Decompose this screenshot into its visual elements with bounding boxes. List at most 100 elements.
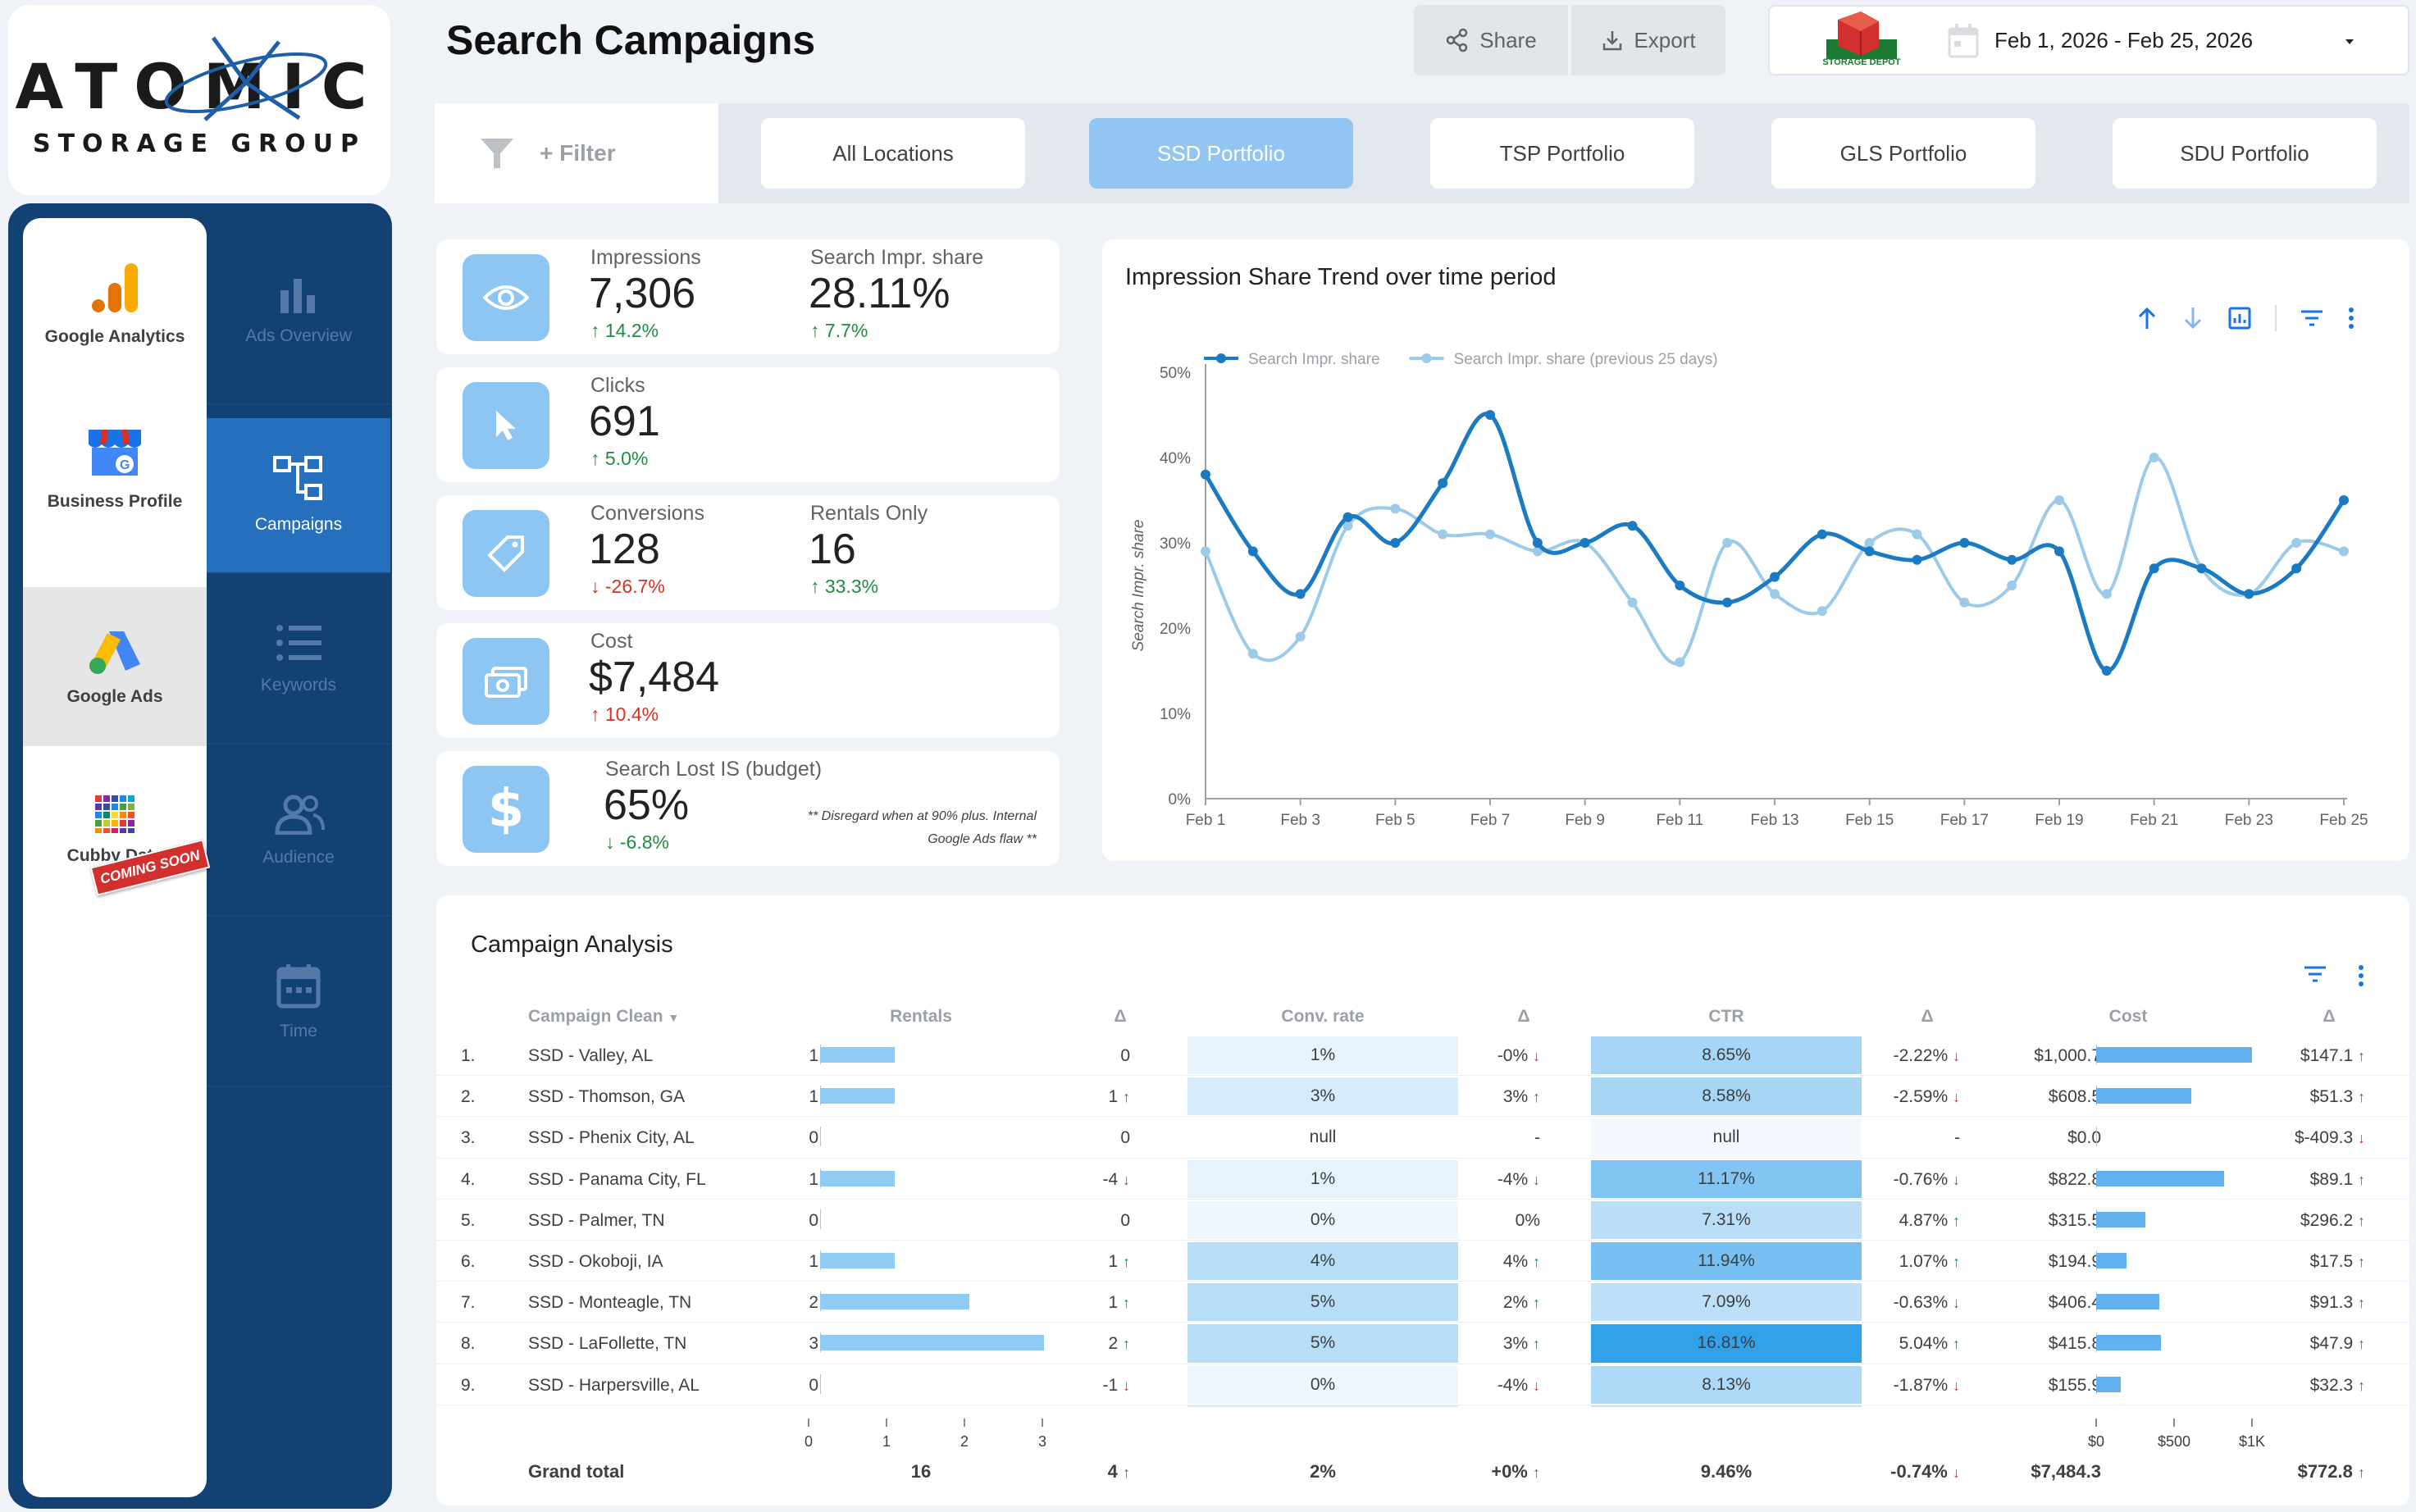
- calendar-icon: [1948, 24, 1979, 58]
- axis-tick-label: 3: [1038, 1433, 1046, 1450]
- header-rentals[interactable]: Rentals: [890, 1007, 952, 1026]
- data-point: [2291, 538, 2302, 548]
- x-tick-label: Feb 11: [1656, 812, 1703, 829]
- filter-lines-icon[interactable]: [2300, 308, 2324, 328]
- grand-total-cost: $7,484.3: [2031, 1461, 2101, 1482]
- header-campaign[interactable]: Campaign Clean ▼: [528, 1007, 680, 1026]
- svg-text:G: G: [120, 458, 130, 472]
- header-conv-delta[interactable]: Δ: [1517, 1007, 1530, 1026]
- storage-depot-logo: STORAGE DEPOT: [1812, 10, 1911, 72]
- data-point: [2054, 546, 2064, 557]
- data-point: [1959, 538, 1970, 548]
- chart-title: Impression Share Trend over time period: [1125, 264, 1557, 290]
- data-point: [2054, 495, 2064, 505]
- impression-share-line-chart: 0% 10% 20% 30% 40% 50% Feb 1 Feb 3 Feb 5 Feb 7 Feb…: [1130, 351, 2368, 829]
- chart-toolbar: [2136, 305, 2355, 331]
- source-business-profile[interactable]: G Business Profile: [23, 389, 207, 549]
- kpi-delta: ↑ 33.3%: [810, 576, 879, 597]
- data-point: [1247, 546, 1258, 557]
- data-point: [1912, 529, 1922, 540]
- data-point: [1532, 538, 1543, 548]
- data-point: [1201, 469, 1210, 480]
- nav-ads-overview[interactable]: Ads Overview: [207, 218, 390, 405]
- kpi-delta: ↑ 7.7%: [810, 320, 868, 341]
- eye-icon: [463, 254, 549, 341]
- data-point: [2244, 589, 2254, 599]
- data-point: [1342, 521, 1353, 531]
- funnel-icon: [481, 139, 513, 168]
- kpi-label: Cost: [590, 630, 633, 653]
- tab-tsp-portfolio[interactable]: TSP Portfolio: [1430, 118, 1694, 189]
- share-button[interactable]: Share: [1414, 5, 1568, 75]
- tab-ssd-portfolio[interactable]: SSD Portfolio: [1089, 118, 1353, 189]
- data-point: [1770, 572, 1780, 582]
- nav-time[interactable]: Time: [207, 918, 390, 1087]
- data-point: [2339, 546, 2349, 557]
- kpi-delta: ↑ 5.0%: [590, 448, 649, 469]
- table-filter-icon[interactable]: [2303, 964, 2327, 984]
- y-tick-label: 0%: [1169, 791, 1192, 808]
- data-point: [1959, 597, 1970, 608]
- x-tick-label: Feb 1: [1186, 812, 1226, 829]
- source-google-ads[interactable]: Google Ads: [23, 587, 207, 746]
- tab-all-locations[interactable]: All Locations: [761, 118, 1025, 189]
- header-cost-delta[interactable]: Δ: [2323, 1007, 2336, 1026]
- y-axis-title: Search Impr. share: [1130, 520, 1147, 652]
- grand-total-rentals: 16: [910, 1461, 932, 1482]
- data-point: [2007, 554, 2017, 565]
- axis-tick-label: $0: [2088, 1433, 2104, 1450]
- add-filter-button[interactable]: + Filter: [435, 103, 718, 203]
- y-tick-label: 20%: [1160, 621, 1191, 638]
- x-tick-label: Feb 5: [1375, 812, 1415, 829]
- data-point: [1485, 410, 1495, 420]
- kpi-card-conversions: Conversions 128 ↓ -26.7% Rentals Only 16…: [436, 495, 1060, 610]
- nav-audience[interactable]: Audience: [207, 746, 390, 917]
- data-point: [1770, 589, 1780, 599]
- data-point: [1722, 597, 1733, 608]
- x-tick-label: Feb 15: [1845, 812, 1894, 829]
- header-ctr-delta[interactable]: Δ: [1921, 1007, 1934, 1026]
- campaign-analysis-card: [436, 895, 2409, 1505]
- legend-label: Search Impr. share: [1248, 351, 1380, 368]
- series-line-current: [1203, 412, 2346, 673]
- kpi-label: Search Impr. share: [810, 246, 984, 269]
- data-point: [1485, 529, 1495, 540]
- table-axis-strip: [436, 1407, 2409, 1435]
- sort-ascending-icon[interactable]: [2136, 306, 2158, 330]
- grand-total-rentals-delta: 4 ↑: [1107, 1461, 1130, 1482]
- legend-label: Search Impr. share (previous 25 days): [1454, 351, 1718, 368]
- nav-keywords[interactable]: Keywords: [207, 576, 390, 745]
- kpi-delta: ↓ -26.7%: [590, 576, 665, 597]
- impression-share-chart-card: Impression Share Trend over time period …: [1102, 239, 2409, 861]
- tab-gls-portfolio[interactable]: GLS Portfolio: [1771, 118, 2035, 189]
- grand-total-ctr-delta: -0.74% ↓: [1890, 1461, 1960, 1482]
- data-point: [1390, 538, 1401, 548]
- header-conv-rate[interactable]: Conv. rate: [1281, 1007, 1365, 1026]
- export-button[interactable]: Export: [1571, 5, 1725, 75]
- header-rentals-delta[interactable]: Δ: [1114, 1007, 1127, 1026]
- header-cost[interactable]: Cost: [2108, 1007, 2148, 1026]
- table-more-vert-icon[interactable]: [2357, 964, 2365, 987]
- brand-tagline: STORAGE GROUP: [32, 130, 367, 158]
- kpi-delta: ↓ -6.8%: [605, 831, 669, 853]
- drill-down-chart-icon[interactable]: [2227, 306, 2252, 330]
- kpi-value: 16: [809, 526, 856, 573]
- nav-label: Keywords: [260, 676, 337, 695]
- legend-marker: [1421, 353, 1432, 363]
- more-vert-icon[interactable]: [2347, 307, 2355, 330]
- tab-sdu-portfolio[interactable]: SDU Portfolio: [2113, 118, 2377, 189]
- nav-campaigns[interactable]: Campaigns: [207, 418, 390, 574]
- x-tick-label: Feb 21: [2130, 812, 2178, 829]
- y-tick-label: 30%: [1160, 535, 1191, 553]
- x-tick-label: Feb 7: [1470, 812, 1511, 829]
- source-google-analytics[interactable]: Google Analytics: [23, 218, 207, 389]
- header-ctr[interactable]: CTR: [1708, 1007, 1744, 1026]
- legend-marker: [1216, 353, 1226, 363]
- x-tick-label: Feb 17: [1940, 812, 1989, 829]
- source-label: Google Analytics: [44, 327, 185, 346]
- date-range-picker[interactable]: STORAGE DEPOT Feb 1, 2026 - Feb 25, 2026: [1768, 5, 2409, 75]
- nav-label: Campaigns: [254, 515, 343, 534]
- sort-descending-icon[interactable]: [2181, 306, 2204, 330]
- x-tick-label: Feb 13: [1750, 812, 1798, 829]
- tag-icon: [463, 510, 549, 597]
